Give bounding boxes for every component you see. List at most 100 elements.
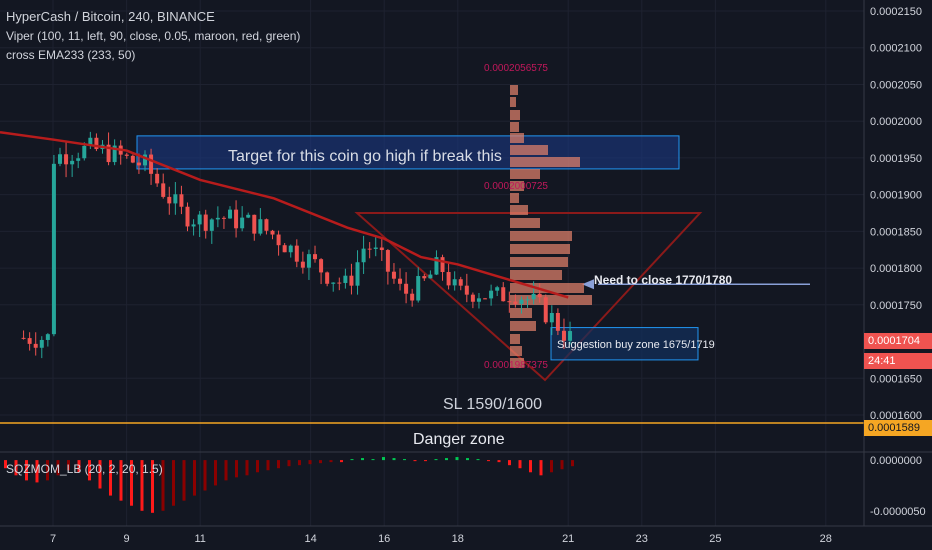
candle-body <box>489 290 494 299</box>
axis-ticks: 0.0002150 0.0002100 0.0002050 0.0002000 0.00… <box>50 6 926 545</box>
candle-body <box>215 217 220 220</box>
candle-body <box>470 294 475 302</box>
histogram-bar <box>182 460 186 501</box>
price-tick-label: 0.0001900 <box>870 190 922 202</box>
volume-profile-bar <box>510 205 528 215</box>
histogram-bar <box>235 460 238 478</box>
candle-body <box>568 331 573 341</box>
time-tick-label: 7 <box>50 533 56 545</box>
histogram-bar <box>550 460 553 473</box>
candle-body <box>112 145 117 163</box>
histogram-bar <box>466 458 469 461</box>
danger-zone-annotation: Danger zone <box>413 431 505 448</box>
target-annotation: Target for this coin go high if break th… <box>228 148 502 165</box>
danger-price-tag: 0.0001589 <box>864 420 932 436</box>
histogram-bar <box>508 460 511 466</box>
candle-body <box>209 219 214 231</box>
histogram-bar <box>487 460 490 462</box>
candle-body <box>258 219 263 234</box>
candle-body <box>294 245 299 262</box>
histogram-bar <box>392 458 396 461</box>
sqzmom-title: SQZMOM_LB (20, 2, 20, 1.5) <box>6 462 163 476</box>
volume-profile-bar <box>510 358 524 368</box>
candle-body <box>167 196 172 204</box>
time-tick-label: 21 <box>562 533 574 545</box>
histogram-bar <box>151 460 154 513</box>
histogram-bar <box>4 460 7 469</box>
histogram-bar <box>518 460 522 469</box>
price-tick-label: 0.0001750 <box>870 300 922 312</box>
time-tick-label: 14 <box>304 533 316 545</box>
volume-profile-bar <box>510 231 572 241</box>
candle-body <box>82 145 87 159</box>
candle-body <box>228 209 233 219</box>
candle-body <box>537 293 542 298</box>
candle-body <box>337 282 342 284</box>
price-tick-label: 0.0002150 <box>870 6 922 18</box>
candle-body <box>495 287 500 291</box>
time-tick-label: 28 <box>820 533 832 545</box>
candle-body <box>124 154 129 156</box>
volume-profile-bar <box>510 218 540 228</box>
candle-body <box>94 137 99 150</box>
candle-body <box>391 271 396 279</box>
histogram-bar <box>214 460 217 486</box>
candle-body <box>203 214 208 231</box>
time-tick-label: 9 <box>124 533 130 545</box>
candle-body <box>246 214 251 218</box>
candle-body <box>555 312 560 331</box>
histogram-bar <box>203 460 207 491</box>
histogram-bar <box>382 457 385 461</box>
candle-body <box>313 254 318 260</box>
candle-body <box>367 248 372 250</box>
target-zone-box <box>136 135 680 170</box>
indicator-tick-label: 0.0000000 <box>870 455 922 467</box>
volume-profile-bar <box>510 257 568 267</box>
candle-body <box>130 155 135 163</box>
candle-body <box>501 287 506 302</box>
candle-body <box>155 173 160 184</box>
volume-profile-bar <box>510 321 536 331</box>
axes <box>0 0 932 527</box>
candle-body <box>197 214 202 225</box>
candle-body <box>88 137 93 146</box>
candle-body <box>343 275 348 284</box>
volume-profile-bar <box>510 283 584 293</box>
histogram-bar <box>161 460 165 511</box>
ema233-path <box>0 130 569 299</box>
candle-body <box>288 245 293 253</box>
candle-body <box>136 162 141 166</box>
histogram-bar <box>529 460 532 473</box>
volume-profile <box>510 85 592 368</box>
candle-body <box>446 272 451 286</box>
countdown-tag: 24:41 <box>864 353 932 369</box>
candle-body <box>325 272 330 284</box>
volume-profile-bar <box>510 270 562 280</box>
histogram-bar <box>35 460 39 483</box>
histogram-bar <box>14 460 18 476</box>
price-tick-label: 0.0001850 <box>870 226 922 238</box>
candle-body <box>191 224 196 227</box>
histogram-bar <box>539 460 543 476</box>
candle-body <box>379 247 384 251</box>
candle-body <box>70 160 75 165</box>
candle-body <box>404 283 409 294</box>
volume-profile-bar <box>510 181 524 191</box>
time-tick-label: 11 <box>194 533 205 545</box>
histogram-bar <box>88 460 91 481</box>
candle-body <box>410 293 415 301</box>
volume-profile-bar <box>510 145 548 155</box>
buy-zone-box <box>550 327 699 361</box>
histogram-bar <box>371 459 375 461</box>
candle-body <box>27 338 32 344</box>
volume-profile-bar <box>510 295 592 305</box>
candle-body <box>21 337 26 339</box>
histogram-bar <box>308 460 312 465</box>
price-tick-label: 0.0002000 <box>870 116 922 128</box>
candle-body <box>161 183 166 197</box>
histogram-bar <box>434 459 438 461</box>
histogram-bar <box>172 460 175 506</box>
viper-indicator-label: Viper (100, 11, left, 90, close, 0.05, m… <box>6 29 301 43</box>
candle-body <box>549 312 554 323</box>
